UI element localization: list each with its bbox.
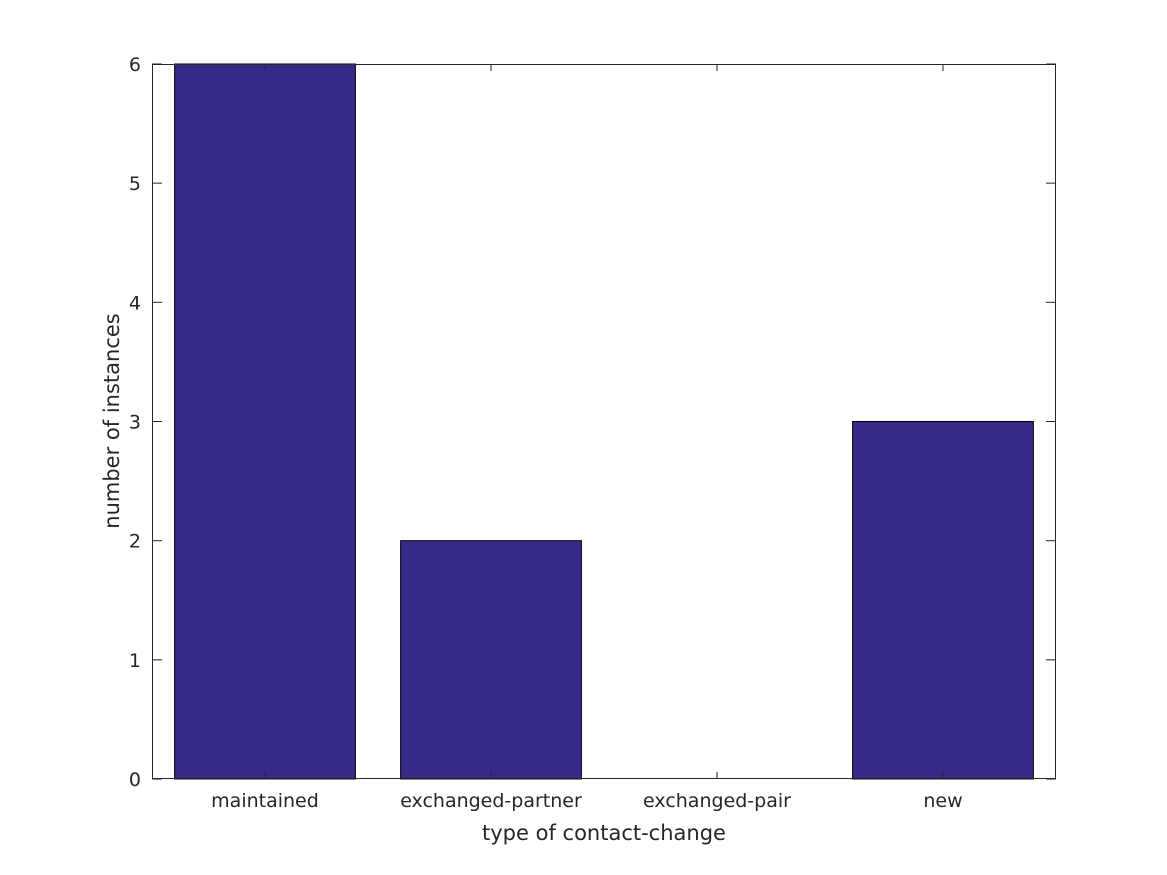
bars-group bbox=[174, 63, 1034, 780]
x-tick-label: exchanged-pair bbox=[643, 790, 791, 812]
y-tick-label: 1 bbox=[129, 650, 141, 672]
y-tick-label: 2 bbox=[129, 531, 141, 553]
y-tick-labels: 0 1 2 3 4 5 6 bbox=[129, 54, 141, 791]
y-tick-label: 4 bbox=[129, 292, 141, 314]
ticks-group bbox=[152, 63, 1056, 780]
x-tick-labels: maintained exchanged-partner exchanged-pai… bbox=[211, 790, 962, 812]
y-tick-label: 5 bbox=[129, 173, 141, 195]
y-axis-label: number of instances bbox=[100, 313, 124, 528]
y-tick-label: 0 bbox=[129, 769, 141, 791]
y-tick-label: 6 bbox=[129, 54, 141, 76]
x-axis-label: type of contact-change bbox=[482, 821, 726, 845]
bar-maintained bbox=[174, 63, 356, 780]
y-tick-label: 3 bbox=[129, 412, 141, 434]
x-tick-label: new bbox=[923, 790, 962, 812]
bar-new bbox=[852, 421, 1034, 780]
x-tick-label: exchanged-partner bbox=[400, 790, 582, 812]
x-tick-label: maintained bbox=[211, 790, 319, 812]
bar-exchanged-partner bbox=[400, 540, 582, 780]
